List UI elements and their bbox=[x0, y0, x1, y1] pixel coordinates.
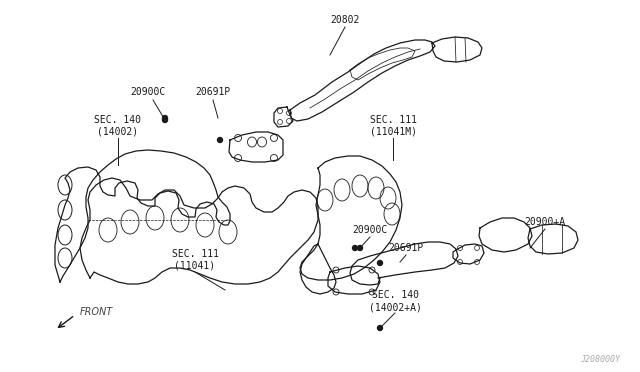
Text: 20900C: 20900C bbox=[131, 87, 166, 97]
Text: (11041): (11041) bbox=[175, 261, 216, 271]
Text: J208000Y: J208000Y bbox=[580, 356, 620, 365]
Circle shape bbox=[358, 246, 362, 250]
Circle shape bbox=[378, 260, 383, 266]
Circle shape bbox=[218, 138, 223, 142]
Text: 20691P: 20691P bbox=[388, 243, 424, 253]
Text: SEC. 140: SEC. 140 bbox=[95, 115, 141, 125]
Text: SEC. 140: SEC. 140 bbox=[371, 290, 419, 300]
Text: (14002): (14002) bbox=[97, 127, 139, 137]
Text: SEC. 111: SEC. 111 bbox=[369, 115, 417, 125]
Text: SEC. 111: SEC. 111 bbox=[172, 249, 218, 259]
Circle shape bbox=[353, 246, 358, 250]
Text: FRONT: FRONT bbox=[80, 307, 113, 317]
Text: 20900C: 20900C bbox=[353, 225, 388, 235]
Text: (11041M): (11041M) bbox=[369, 127, 417, 137]
Circle shape bbox=[163, 115, 168, 121]
Circle shape bbox=[163, 118, 168, 122]
Text: 20691P: 20691P bbox=[195, 87, 230, 97]
Text: 20900+A: 20900+A bbox=[524, 217, 566, 227]
Text: (14002+A): (14002+A) bbox=[369, 302, 421, 312]
Text: 20802: 20802 bbox=[330, 15, 360, 25]
Circle shape bbox=[378, 326, 383, 330]
